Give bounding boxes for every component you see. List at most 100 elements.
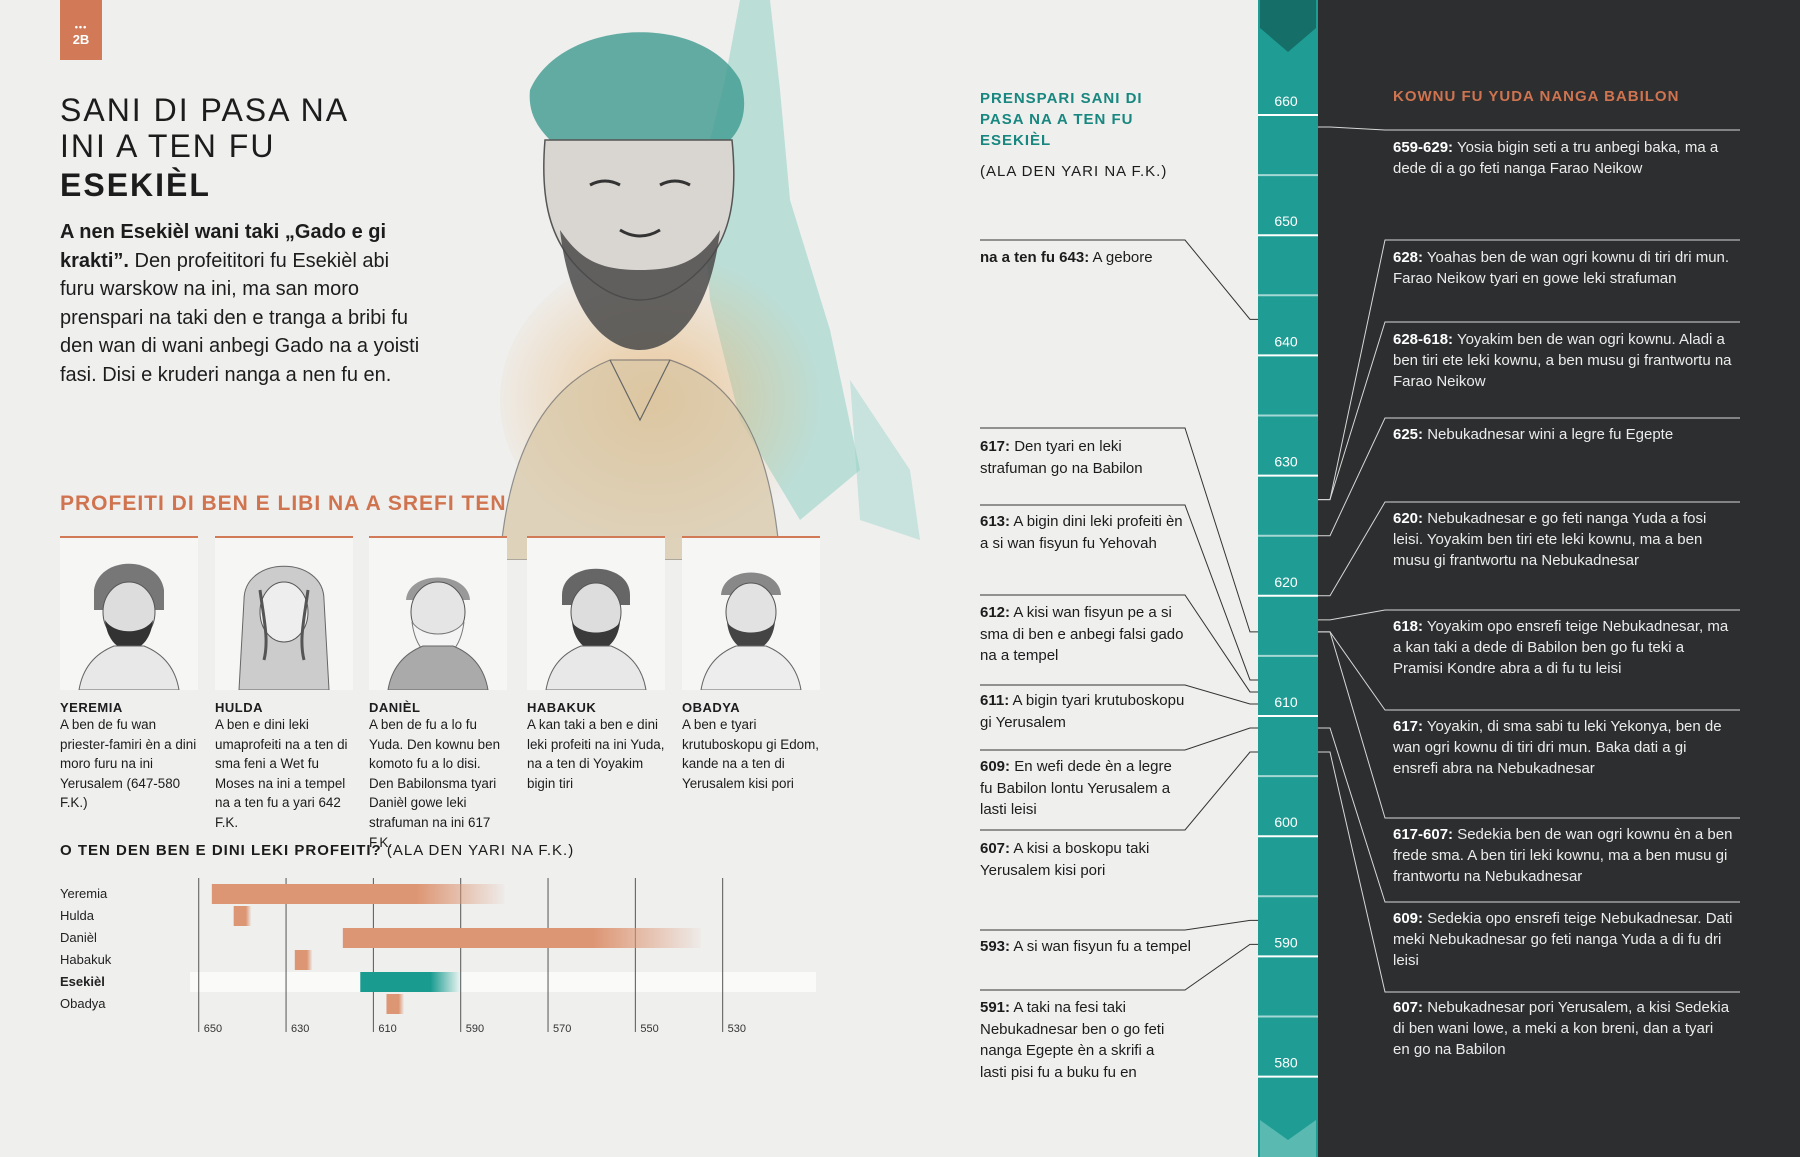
x-tick-label: 650 <box>204 1023 222 1035</box>
left-connector <box>980 727 1258 751</box>
right-connector <box>1318 631 1740 819</box>
event-text: A bigin dini leki profeiti èn a si wan f… <box>980 513 1183 552</box>
prophet-card-hulda: HULDA A ben e dini leki umaprofeiti na a… <box>215 536 353 833</box>
event-text: Sedekia ben de wan ogri kownu èn a ben f… <box>1393 826 1733 885</box>
highlight-row <box>190 972 816 992</box>
event-year: 593: <box>980 938 1011 955</box>
kings-heading: KOWNU FU YUDA NANGA BABILON <box>1393 88 1680 105</box>
prophet-card-daniel: DANIÈL A ben de fu a lo fu Yuda. Den kow… <box>369 536 507 852</box>
prophet-portrait <box>369 538 507 690</box>
event-text: Yoyakim opo ensrefi teige Nebukadnesar, … <box>1393 618 1729 677</box>
ezekiel-event: na a ten fu 643: A gebore <box>980 247 1185 269</box>
event-text: A gebore <box>1089 249 1153 266</box>
ezekiel-event: 611: A bigin tyari krutuboskopu gi Yerus… <box>980 690 1185 733</box>
prophet-desc: A ben e tyari krutuboskopu gi Edom, kand… <box>682 717 819 791</box>
ezekiel-portrait <box>499 0 920 560</box>
row-label: Hulda <box>60 908 95 923</box>
prophet-name: DANIÈL <box>369 700 421 715</box>
event-text: Nebukadnesar e go feti nanga Yuda a fosi… <box>1393 510 1707 569</box>
king-event: 617-607: Sedekia ben de wan ogri kownu è… <box>1393 824 1733 887</box>
card-rule <box>527 536 665 538</box>
event-text: Yosia bigin seti a tru anbegi baka, ma a… <box>1393 139 1719 177</box>
prophet-card-habakuk: HABAKUK A kan taki a ben e dini leki pro… <box>527 536 665 793</box>
range-bar <box>211 884 505 904</box>
chart-heading-rest: (ALA DEN YARI NA F.K.) <box>381 842 575 859</box>
card-rule <box>682 536 820 538</box>
prophet-desc: A ben de fu a lo fu Yuda. Den kownu ben … <box>369 717 501 850</box>
prophet-portrait <box>682 538 820 690</box>
king-event: 628-618: Yoyakim ben de wan ogri kownu. … <box>1393 329 1733 392</box>
page-title-bold: ESEKIÈL <box>60 167 211 203</box>
event-year: 628-618: <box>1393 331 1454 348</box>
card-rule <box>215 536 353 538</box>
card-rule <box>369 536 507 538</box>
row-label: Yeremia <box>60 886 108 901</box>
event-text: Den tyari en leki strafuman go na Babilo… <box>980 438 1143 477</box>
timeline-subheading: (ALA DEN YARI NA F.K.) <box>980 163 1168 180</box>
event-year: 611: <box>980 692 1010 709</box>
ezekiel-event: 591: A taki na fesi taki Nebukadnesar be… <box>980 997 1185 1083</box>
scale-label: 660 <box>1274 93 1298 109</box>
scale-label: 610 <box>1274 694 1298 710</box>
timeline-heading: PRENSPARI SANI DI PASA NA A TEN FU ESEKI… <box>980 90 1143 149</box>
right-connector <box>1318 417 1740 537</box>
scale-label: 620 <box>1274 574 1298 590</box>
scale-bottom-arrow <box>1260 1120 1316 1157</box>
event-year: na a ten fu 643: <box>980 249 1090 266</box>
x-tick-label: 530 <box>728 1023 746 1035</box>
king-event: 620: Nebukadnesar e go feti nanga Yuda a… <box>1393 508 1733 571</box>
event-year: 609: <box>980 758 1011 775</box>
left-connector <box>980 919 1258 931</box>
prophet-card-yeremia: YEREMIA A ben de fu wan priester-famiri … <box>60 536 198 813</box>
scale-label: 630 <box>1274 454 1298 470</box>
prophet-desc: A kan taki a ben e dini leki profeiti na… <box>527 717 665 791</box>
ezekiel-event: 613: A bigin dini leki profeiti èn a si … <box>980 511 1185 554</box>
right-connector <box>1318 609 1740 621</box>
event-year: 617: <box>980 438 1011 455</box>
right-connector <box>1318 727 1740 903</box>
event-year: 607: <box>1393 999 1424 1016</box>
event-text: A bigin tyari krutuboskopu gi Yerusalem <box>980 692 1185 731</box>
ezekiel-event: 607: A kisi a boskopu taki Yerusalem kis… <box>980 838 1185 881</box>
range-bar <box>233 906 252 926</box>
left-connector <box>980 594 1258 693</box>
intro-body: Den profeititori fu Esekièl abi furu war… <box>60 249 420 386</box>
prophet-card-obadya: OBADYA A ben e tyari krutuboskopu gi Edo… <box>682 536 820 793</box>
event-year: 618: <box>1393 618 1424 635</box>
prophet-portrait <box>60 538 198 690</box>
range-bar <box>360 972 461 992</box>
dots-icon: ••• <box>74 22 88 32</box>
event-year: 617: <box>1393 718 1424 735</box>
left-connector <box>980 239 1258 320</box>
left-connector <box>980 427 1258 633</box>
ezekiel-event: 612: A kisi wan fisyun pe a si sma di be… <box>980 602 1185 667</box>
ezekiel-event: 609: En wefi dede èn a legre fu Babilon … <box>980 756 1185 821</box>
event-text: Yoyakim ben de wan ogri kownu. Aladi a b… <box>1393 331 1732 390</box>
prophet-name: YEREMIA <box>60 700 123 715</box>
right-connector <box>1318 501 1740 597</box>
event-text: Yoahas ben de wan ogri kownu di tiri dri… <box>1393 249 1730 287</box>
x-tick-label: 610 <box>378 1023 396 1035</box>
scale-top-arrow <box>1260 0 1316 52</box>
page-tag: ••• 2B <box>60 0 102 60</box>
range-bar <box>386 994 404 1014</box>
event-text: A taki na fesi taki Nebukadnesar ben o g… <box>980 999 1165 1081</box>
scale-label: 650 <box>1274 213 1298 229</box>
ezekiel-event: 617: Den tyari en leki strafuman go na B… <box>980 436 1185 479</box>
right-connector <box>1318 321 1740 501</box>
event-year: 612: <box>980 604 1011 621</box>
left-connector <box>980 751 1258 831</box>
x-tick-label: 550 <box>640 1023 658 1035</box>
left-connector <box>980 504 1258 681</box>
row-label: Danièl <box>60 930 97 945</box>
event-text: En wefi dede èn a legre fu Babilon lontu… <box>980 758 1172 818</box>
event-year: 607: <box>980 840 1011 857</box>
prophet-name: OBADYA <box>682 700 741 715</box>
prophet-portrait <box>527 538 665 690</box>
card-rule <box>60 536 198 538</box>
prophet-name: HABAKUK <box>527 700 597 715</box>
year-scale-bar <box>1258 0 1318 1157</box>
prophet-timeline-chart: 650 630 610 590 570 550 530 Yeremia Hulda Danièl H… <box>60 878 816 1035</box>
left-connector <box>980 943 1258 991</box>
page-title: SANI DI PASA NA INI A TEN FU <box>60 92 348 164</box>
